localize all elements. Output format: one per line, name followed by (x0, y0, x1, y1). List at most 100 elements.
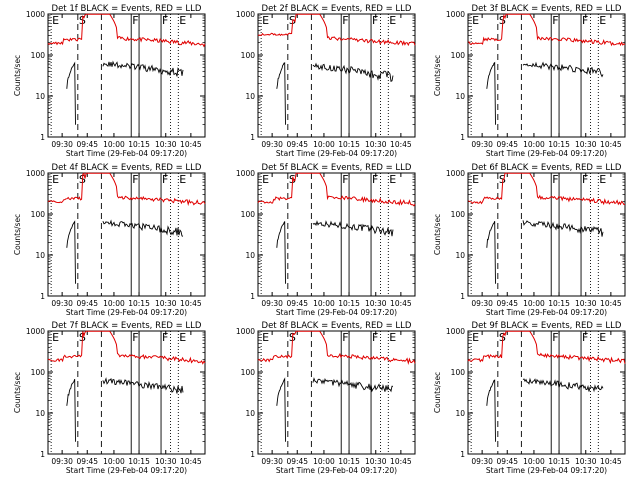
event-marker-label: E (52, 14, 59, 27)
plot-frame (257, 172, 416, 297)
panel-det-7: Det 7f BLACK = Events, RED = LLD 1 10 100 10… (13, 321, 206, 475)
event-marker-label: F (162, 331, 168, 344)
event-marker-label: F (552, 14, 558, 27)
series-lld-line (467, 13, 626, 47)
x-tick-label: 10:15 (128, 299, 150, 308)
plot-frame (257, 330, 416, 455)
x-tick-label: 10:15 (128, 140, 150, 149)
x-tick-label: 09:45 (496, 299, 518, 308)
y-axis-label: Counts/sec (13, 372, 22, 413)
y-tick-label: 1000 (26, 169, 45, 178)
y-tick-label: 10 (455, 92, 465, 101)
event-marker-label: E (52, 173, 59, 186)
y-tick-label: 1000 (446, 327, 465, 336)
y-axis-label: Counts/sec (13, 55, 22, 96)
x-tick-label: 09:45 (76, 140, 98, 149)
event-marker-label: E (472, 173, 479, 186)
series-lld-line (467, 330, 626, 365)
y-tick-label: 10 (245, 92, 255, 101)
plot-frame (467, 172, 626, 297)
event-marker-label: F (552, 331, 558, 344)
x-axis-label: Start Time (29-Feb-04 09:17:20) (486, 466, 607, 475)
y-axis-label: Counts/sec (433, 372, 442, 413)
x-tick-label: 09:45 (76, 299, 98, 308)
series-events-line (66, 60, 184, 125)
y-axis-label: Counts/sec (13, 214, 22, 255)
panel-det-6: Det 6f BLACK = Events, RED = LLD 1 10 100 10… (433, 163, 626, 317)
plot-frame (47, 172, 206, 297)
x-axis-label: Start Time (29-Feb-04 09:17:20) (66, 149, 187, 158)
y-tick-label: 1 (250, 133, 255, 142)
event-marker-label: F (162, 173, 168, 186)
event-marker-label: E (472, 331, 479, 344)
x-axis-label: Start Time (29-Feb-04 09:17:20) (66, 308, 187, 317)
panel-det-8: Det 8f BLACK = Events, RED = LLD 1 10 100 10… (236, 321, 416, 475)
series-events-line (486, 377, 604, 442)
chart-title: Det 7f BLACK = Events, RED = LLD (52, 321, 202, 331)
y-tick-label: 1 (460, 292, 465, 301)
x-tick-label: 10:30 (365, 299, 387, 308)
y-tick-label: 1 (250, 450, 255, 459)
x-axis-label: Start Time (29-Feb-04 09:17:20) (486, 308, 607, 317)
x-tick-label: 10:30 (155, 457, 177, 466)
event-marker-label: E (599, 14, 606, 27)
series-lld-line (257, 330, 416, 366)
event-marker-label: E (179, 14, 186, 27)
series-events-line (486, 220, 604, 284)
series-events-line (486, 61, 604, 125)
x-tick-label: 10:15 (548, 140, 570, 149)
plot-frame (47, 13, 206, 138)
event-marker-label: E (262, 14, 269, 27)
event-marker-label: F (342, 14, 348, 27)
x-tick-label: 09:30 (261, 457, 283, 466)
series-lld-line (257, 13, 416, 47)
x-tick-label: 10:00 (103, 457, 125, 466)
x-tick-label: 10:15 (128, 457, 150, 466)
panel-det-5: Det 5f BLACK = Events, RED = LLD 1 10 100 10… (236, 163, 416, 317)
series-events-line (276, 377, 394, 442)
series-lld-line (257, 172, 416, 207)
x-tick-label: 10:15 (338, 140, 360, 149)
event-marker-label: E (389, 14, 396, 27)
x-tick-label: 09:45 (76, 457, 98, 466)
y-tick-label: 100 (31, 51, 46, 60)
plot-frame (467, 13, 626, 138)
y-tick-label: 1000 (236, 327, 255, 336)
event-marker-label: F (132, 331, 138, 344)
chart-title: Det 1f BLACK = Events, RED = LLD (52, 4, 202, 14)
y-tick-label: 1 (460, 133, 465, 142)
x-tick-label: 09:30 (261, 299, 283, 308)
x-tick-label: 10:15 (338, 457, 360, 466)
x-tick-label: 09:45 (496, 140, 518, 149)
event-marker-label: F (132, 14, 138, 27)
x-tick-label: 10:45 (390, 457, 412, 466)
event-marker-label: F (582, 331, 588, 344)
x-tick-label: 09:45 (286, 457, 308, 466)
x-tick-label: 10:30 (155, 299, 177, 308)
x-tick-label: 09:30 (51, 457, 73, 466)
x-tick-label: 09:45 (286, 299, 308, 308)
x-tick-label: 10:00 (523, 299, 545, 308)
y-tick-label: 10 (455, 409, 465, 418)
event-marker-label: F (552, 173, 558, 186)
event-marker-label: F (342, 331, 348, 344)
y-tick-label: 100 (451, 210, 466, 219)
x-tick-label: 10:30 (365, 140, 387, 149)
event-marker-label: F (372, 173, 378, 186)
y-tick-label: 100 (241, 368, 256, 377)
x-tick-label: 09:45 (496, 457, 518, 466)
x-tick-label: 10:00 (523, 140, 545, 149)
chart-title: Det 9f BLACK = Events, RED = LLD (472, 321, 622, 331)
event-marker-label: E (179, 173, 186, 186)
series-events-line (276, 220, 394, 284)
x-tick-label: 10:00 (313, 140, 335, 149)
series-lld-line (47, 330, 206, 365)
y-tick-label: 1 (40, 450, 45, 459)
y-tick-label: 1000 (446, 169, 465, 178)
x-tick-label: 09:30 (471, 299, 493, 308)
y-tick-label: 1000 (26, 10, 45, 19)
x-tick-label: 10:00 (313, 299, 335, 308)
y-tick-label: 1000 (26, 327, 45, 336)
